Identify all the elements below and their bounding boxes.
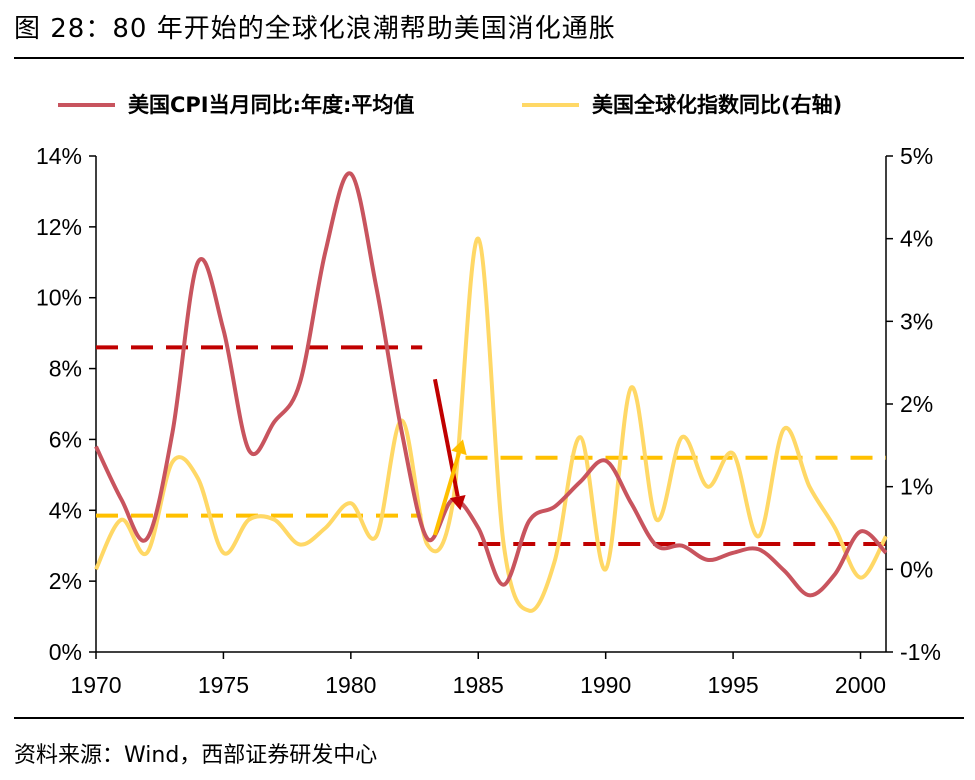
right-tick-label: 3% — [900, 308, 933, 334]
right-tick-label: 1% — [900, 474, 933, 500]
left-tick-label: 10% — [36, 285, 82, 311]
chart-legend: 美国CPI当月同比:年度:平均值 美国全球化指数同比(右轴) — [58, 93, 842, 117]
series-line-cpi — [94, 171, 888, 598]
left-tick-label: 12% — [36, 214, 82, 240]
left-tick-label: 4% — [49, 497, 82, 523]
trend-arrows — [432, 378, 467, 536]
right-tick-label: 4% — [900, 226, 933, 252]
x-tick-label: 1975 — [198, 672, 249, 698]
arrow-up-head — [451, 439, 467, 456]
right-tick-label: -1% — [900, 639, 941, 665]
legend-label-globalization: 美国全球化指数同比(右轴) — [592, 93, 842, 117]
left-tick-label: 2% — [49, 568, 82, 594]
x-tick-label: 2000 — [835, 672, 886, 698]
x-tick-label: 1995 — [708, 672, 759, 698]
source-note: 资料来源：Wind，西部证券研发中心 — [14, 743, 378, 768]
series-line-globalization — [94, 236, 888, 613]
right-tick-label: 2% — [900, 391, 933, 417]
x-tick-label: 1985 — [453, 672, 504, 698]
figure-title: 图 28：80 年开始的全球化浪潮帮助美国消化通胀 — [14, 14, 616, 44]
right-tick-label: 5% — [900, 143, 933, 169]
x-tick-label: 1980 — [325, 672, 376, 698]
arrow-down-shaft — [432, 378, 460, 497]
right-tick-label: 0% — [900, 556, 933, 582]
left-tick-label: 14% — [36, 143, 82, 169]
arrow-up-shaft — [433, 452, 461, 536]
x-tick-label: 1970 — [70, 672, 121, 698]
chart-axes: 0% 2% 4% 6% 8% 10% 12% 14% -1% 0% 1% 2% 3% 4% 5% 1970 19… — [36, 143, 941, 698]
source-divider — [14, 717, 964, 719]
left-tick-label: 6% — [49, 426, 82, 452]
arrow-down-head — [449, 495, 466, 511]
data-series — [94, 171, 888, 613]
left-tick-label: 8% — [49, 356, 82, 382]
title-divider — [14, 57, 964, 59]
left-tick-label: 0% — [49, 639, 82, 665]
x-tick-label: 1990 — [580, 672, 631, 698]
legend-label-cpi: 美国CPI当月同比:年度:平均值 — [128, 93, 414, 117]
